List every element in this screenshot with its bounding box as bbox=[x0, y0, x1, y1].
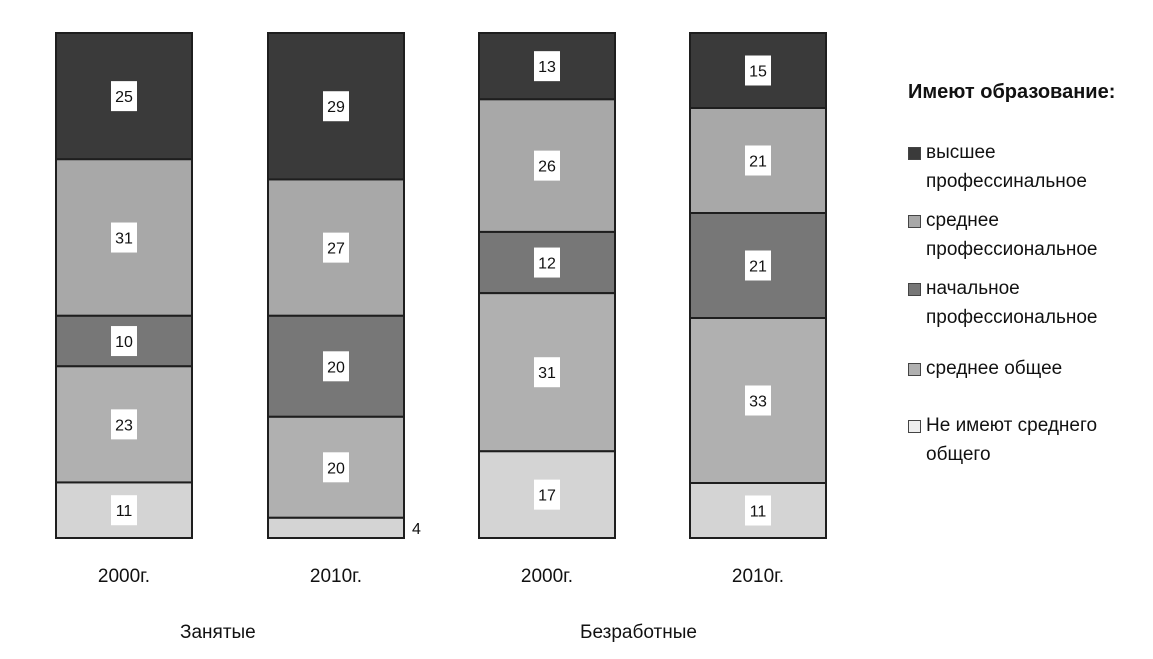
bar-segment bbox=[267, 516, 405, 539]
data-label: 10 bbox=[115, 334, 133, 351]
data-label-box bbox=[534, 51, 560, 82]
legend-label: среднее профессиональное bbox=[926, 210, 1098, 260]
data-label: 15 bbox=[749, 64, 767, 81]
data-label-box bbox=[323, 351, 349, 382]
category-label: 2000г. bbox=[520, 566, 574, 587]
category-label: 2010г. bbox=[731, 566, 785, 587]
group-label-unemployed: Безработные bbox=[580, 622, 697, 643]
legend-swatch bbox=[908, 215, 921, 228]
legend-label: высшее профессинальное bbox=[926, 142, 1087, 192]
data-label-box bbox=[534, 247, 560, 278]
legend-swatch bbox=[908, 283, 921, 296]
data-label: 33 bbox=[749, 394, 767, 411]
data-label: 29 bbox=[327, 99, 345, 116]
data-label: 25 bbox=[115, 89, 133, 106]
data-label: 4 bbox=[412, 521, 421, 538]
data-label-box bbox=[111, 81, 137, 112]
data-label: 26 bbox=[538, 159, 556, 176]
data-label-box bbox=[745, 145, 771, 176]
data-label: 31 bbox=[538, 365, 556, 382]
legend-swatch bbox=[908, 147, 921, 160]
data-label-box bbox=[745, 250, 771, 281]
data-label-box bbox=[745, 495, 771, 526]
data-label: 21 bbox=[749, 154, 767, 171]
category-label: 2000г. bbox=[97, 566, 151, 587]
data-label-box bbox=[111, 409, 137, 440]
legend-swatch bbox=[908, 363, 921, 376]
data-label-box bbox=[323, 232, 349, 263]
legend-item: среднее общее bbox=[908, 354, 1153, 383]
data-label: 31 bbox=[115, 231, 133, 248]
data-label: 20 bbox=[327, 359, 345, 376]
data-label-box bbox=[745, 55, 771, 86]
legend-title: Имеют образование: bbox=[908, 81, 1116, 103]
data-label-box bbox=[534, 357, 560, 388]
data-label-box bbox=[111, 222, 137, 253]
data-label: 13 bbox=[538, 59, 556, 76]
legend-label: начальное профессиональное bbox=[926, 278, 1098, 328]
category-label: 2010г. bbox=[309, 566, 363, 587]
group-label-employed: Занятые bbox=[180, 622, 256, 643]
legend-label: Не имеют среднего общего bbox=[926, 415, 1098, 465]
data-label: 21 bbox=[749, 259, 767, 276]
bar-segment bbox=[55, 158, 193, 317]
data-label: 11 bbox=[116, 503, 133, 520]
data-label-box bbox=[534, 479, 560, 510]
legend: Имеют образование: высшее профессинально… bbox=[908, 78, 1153, 469]
data-label-box bbox=[111, 326, 137, 357]
data-label-box bbox=[111, 495, 137, 526]
legend-label: среднее общее bbox=[926, 358, 1063, 379]
legend-item: среднее профессиональное bbox=[908, 206, 1153, 264]
data-label-box bbox=[745, 385, 771, 416]
data-label-box bbox=[323, 452, 349, 483]
data-label: 12 bbox=[538, 256, 556, 273]
data-label-box bbox=[323, 91, 349, 122]
data-label: 11 bbox=[750, 504, 767, 521]
data-label-box bbox=[534, 150, 560, 181]
data-label: 20 bbox=[327, 460, 345, 477]
legend-item: высшее профессинальное bbox=[908, 138, 1153, 196]
data-label: 17 bbox=[538, 488, 556, 505]
legend-item: Не имеют среднего общего bbox=[908, 411, 1153, 469]
legend-item: начальное профессиональное bbox=[908, 274, 1153, 332]
legend-swatch bbox=[908, 420, 921, 433]
data-label: 27 bbox=[327, 241, 345, 258]
data-label: 23 bbox=[115, 417, 133, 434]
